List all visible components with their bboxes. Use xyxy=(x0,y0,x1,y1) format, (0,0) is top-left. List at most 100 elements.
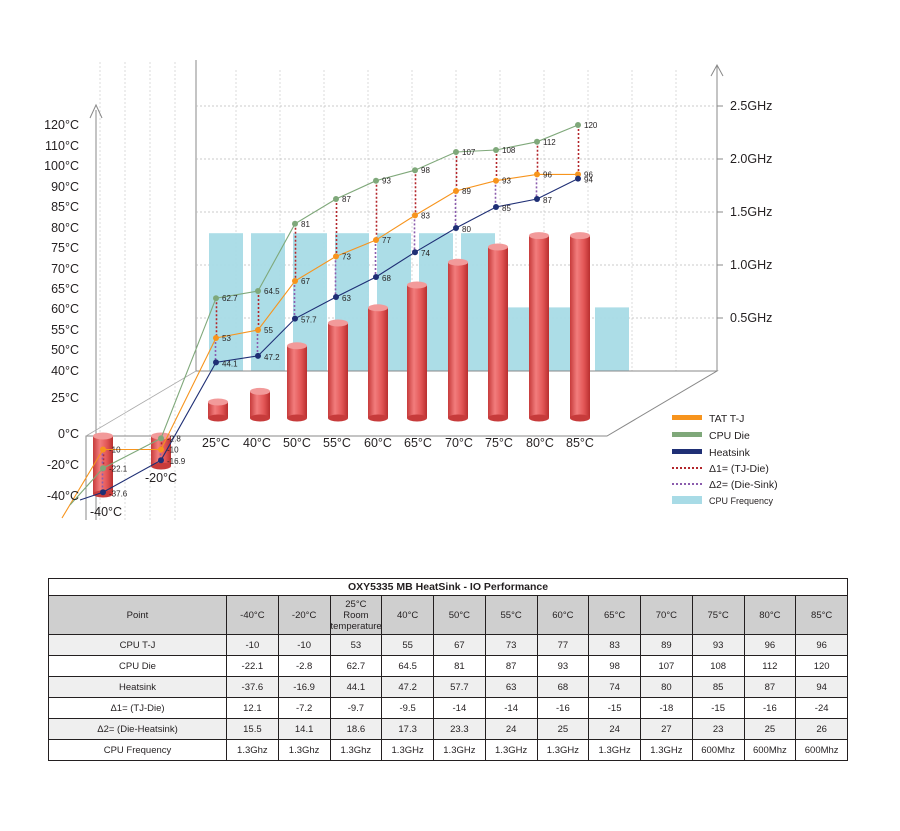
data-label: 120 xyxy=(584,121,598,130)
data-label: 74 xyxy=(421,249,430,258)
series-point xyxy=(255,352,261,359)
data-label: -16.9 xyxy=(167,457,186,466)
x-tick-label: 25°C xyxy=(202,436,230,450)
table-cell: 83 xyxy=(588,634,641,656)
temperature-cylinder xyxy=(488,247,508,418)
table-cell: 24 xyxy=(484,718,538,740)
series-point xyxy=(292,278,298,284)
table-cell: 120 xyxy=(795,655,849,677)
legend-label: CPU Frequency xyxy=(709,496,774,506)
table-cell: 14.1 xyxy=(277,718,331,740)
series-point xyxy=(412,249,418,256)
table-cell: -16 xyxy=(536,697,590,719)
data-label: 47.2 xyxy=(264,353,280,362)
row-label: Δ2= (Die-Heatsink) xyxy=(48,718,227,740)
table-cell: 12.1 xyxy=(226,697,279,719)
table-cell: -9.7 xyxy=(329,697,383,719)
table-cell: 67 xyxy=(433,634,486,656)
table-cell: 80 xyxy=(640,676,693,698)
data-label: 55 xyxy=(264,326,273,335)
cylinder-top xyxy=(570,232,590,240)
cylinder-top xyxy=(529,232,549,240)
table-cell: 27 xyxy=(640,718,693,740)
table-cell: 24 xyxy=(588,718,641,740)
header-temp: 25°C Room temperature xyxy=(329,595,383,635)
x-tick-label: 75°C xyxy=(485,436,513,450)
table-row: Δ1= (TJ-Die) 12.1 -7.2 -9.7 -9.5 -14 -14 -16 -15… xyxy=(48,697,849,719)
data-label: 57.7 xyxy=(301,316,317,325)
y-tick-label: 120°C xyxy=(44,118,79,132)
legend-swatch xyxy=(672,432,702,437)
data-label: 64.5 xyxy=(264,287,280,296)
table-cell: 57.7 xyxy=(433,676,486,698)
table-cell: -14 xyxy=(484,697,538,719)
performance-table-wrapper: OXY5335 MB HeatSink - IO Performance Poi… xyxy=(47,578,849,761)
cylinder-top xyxy=(407,281,427,289)
y-tick-label: 90°C xyxy=(51,180,79,194)
data-label: 98 xyxy=(421,166,430,175)
frequency-bar xyxy=(251,233,285,371)
header-temp: 55°C xyxy=(484,595,538,635)
data-label: 77 xyxy=(382,236,391,245)
series-point xyxy=(333,196,339,202)
cylinder-base xyxy=(208,414,228,422)
floor-diagonal xyxy=(85,370,197,437)
frequency-bar xyxy=(595,307,629,371)
y-tick-label: -40°C xyxy=(47,489,79,503)
data-label: 87 xyxy=(342,195,351,204)
table-cell: 23 xyxy=(691,718,745,740)
table-cell: -18 xyxy=(640,697,693,719)
table-cell: 1.3GHz xyxy=(381,739,434,761)
row-label: Heatsink xyxy=(48,676,227,698)
table-cell: 25 xyxy=(743,718,797,740)
data-label: 94 xyxy=(584,176,593,185)
table-cell: 18.6 xyxy=(329,718,383,740)
series-point xyxy=(213,335,219,341)
table-body: CPU T-J -10 -10 53 55 67 73 77 83 89 93 96 96 CPU Die… xyxy=(48,634,849,761)
legend-swatch xyxy=(672,415,702,420)
header-point: Point xyxy=(48,595,227,635)
table-cell: 73 xyxy=(484,634,538,656)
table-row: CPU T-J -10 -10 53 55 67 73 77 83 89 93 96 96 xyxy=(48,634,849,656)
legend-label: Δ1= (TJ-Die) xyxy=(709,463,769,475)
series-point xyxy=(534,171,540,178)
cylinder-base xyxy=(250,414,270,422)
temperature-cylinder xyxy=(407,285,427,418)
legend-label: Δ2= (Die-Sink) xyxy=(709,479,778,491)
table-cell: 94 xyxy=(795,676,849,698)
row-label: CPU Die xyxy=(48,655,227,677)
table-row: CPU Frequency 1.3Ghz 1.3Ghz 1.3Ghz 1.3GHz 1.3… xyxy=(48,739,849,761)
table-cell: 74 xyxy=(588,676,641,698)
cylinder-top xyxy=(250,387,270,395)
legend-swatch xyxy=(672,496,702,504)
header-temp: 50°C xyxy=(433,595,486,635)
table-cell: 47.2 xyxy=(381,676,434,698)
series-point xyxy=(213,359,219,366)
header-temp: 70°C xyxy=(640,595,693,635)
data-label: 73 xyxy=(342,252,351,261)
table-cell: 63 xyxy=(484,676,538,698)
table-cell: -24 xyxy=(795,697,849,719)
chart-floor xyxy=(85,370,719,520)
series-point xyxy=(373,274,379,280)
header-temp: 40°C xyxy=(381,595,434,635)
data-label: -37.6 xyxy=(109,489,128,498)
series-point xyxy=(213,295,219,302)
data-label: 107 xyxy=(462,148,476,157)
table-cell: 17.3 xyxy=(381,718,434,740)
table-cell: 25 xyxy=(536,718,590,740)
row-label: CPU Frequency xyxy=(48,739,227,761)
table-cell: -2.8 xyxy=(277,655,331,677)
temperature-cylinder xyxy=(93,436,113,494)
y-tick-label: 75°C xyxy=(51,241,79,255)
temperature-cylinders xyxy=(93,232,590,498)
table-cell: 96 xyxy=(743,634,797,656)
cylinder-base xyxy=(529,414,549,422)
header-temp: 85°C xyxy=(795,595,849,635)
x-tick-label: -20°C xyxy=(145,471,177,485)
table-cell: 108 xyxy=(691,655,745,677)
right-axis-arrow xyxy=(710,63,724,77)
data-label: 81 xyxy=(301,220,310,229)
table-cell: 1.3Ghz xyxy=(329,739,383,761)
header-temp: 65°C xyxy=(588,595,641,635)
